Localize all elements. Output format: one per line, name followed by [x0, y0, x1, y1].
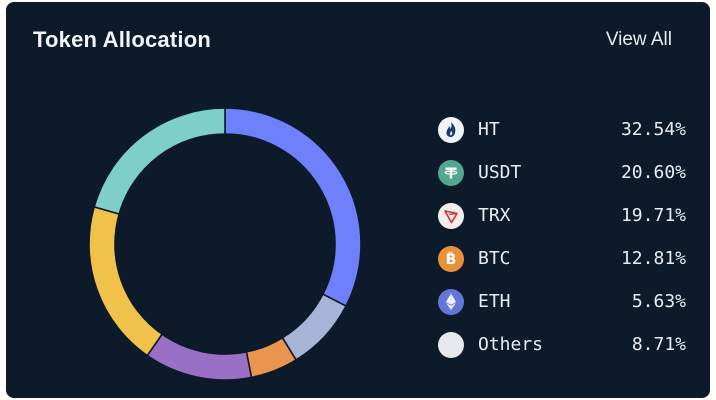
card-title: Token Allocation: [33, 27, 211, 52]
donut-slice-usdt: [93, 107, 226, 215]
huobi-token-icon: [438, 117, 464, 143]
legend-item-usdt: USDT 20.60%: [438, 158, 686, 188]
legend-item-trx: TRX 19.71%: [438, 201, 686, 231]
legend-percentage: 20.60%: [620, 162, 686, 183]
legend-percentage: 12.81%: [620, 248, 686, 269]
view-all-link[interactable]: View All: [605, 29, 672, 50]
legend-item-others: Others 8.71%: [438, 330, 686, 360]
tron-icon: [438, 203, 464, 229]
legend-label: TRX: [478, 205, 511, 226]
legend-percentage: 19.71%: [620, 205, 686, 226]
legend-label: Others: [478, 334, 544, 355]
legend-percentage: 32.54%: [620, 119, 686, 140]
others-icon: [438, 332, 464, 358]
tether-icon: [438, 160, 464, 186]
legend-label: USDT: [478, 162, 522, 183]
donut-slice-btc: [146, 333, 253, 381]
legend-label: ETH: [478, 291, 511, 312]
donut-slice-others: [281, 293, 348, 362]
legend-percentage: 5.63%: [631, 291, 686, 312]
donut-slice-trx: [88, 205, 164, 357]
donut-slice-ht: [224, 107, 362, 308]
svg-text:B: B: [446, 252, 457, 268]
legend-label: BTC: [478, 248, 511, 269]
legend-label: HT: [478, 119, 500, 140]
token-allocation-card: Token Allocation View All HT 32.54% USDT 20…: [6, 2, 710, 398]
legend-percentage: 8.71%: [631, 334, 686, 355]
ethereum-icon: [438, 289, 464, 315]
bitcoin-icon: B: [438, 246, 464, 272]
allocation-donut-chart: [88, 107, 362, 381]
legend-item-btc: B BTC 12.81%: [438, 244, 686, 274]
legend-item-ht: HT 32.54%: [438, 115, 686, 145]
legend-item-eth: ETH 5.63%: [438, 287, 686, 317]
